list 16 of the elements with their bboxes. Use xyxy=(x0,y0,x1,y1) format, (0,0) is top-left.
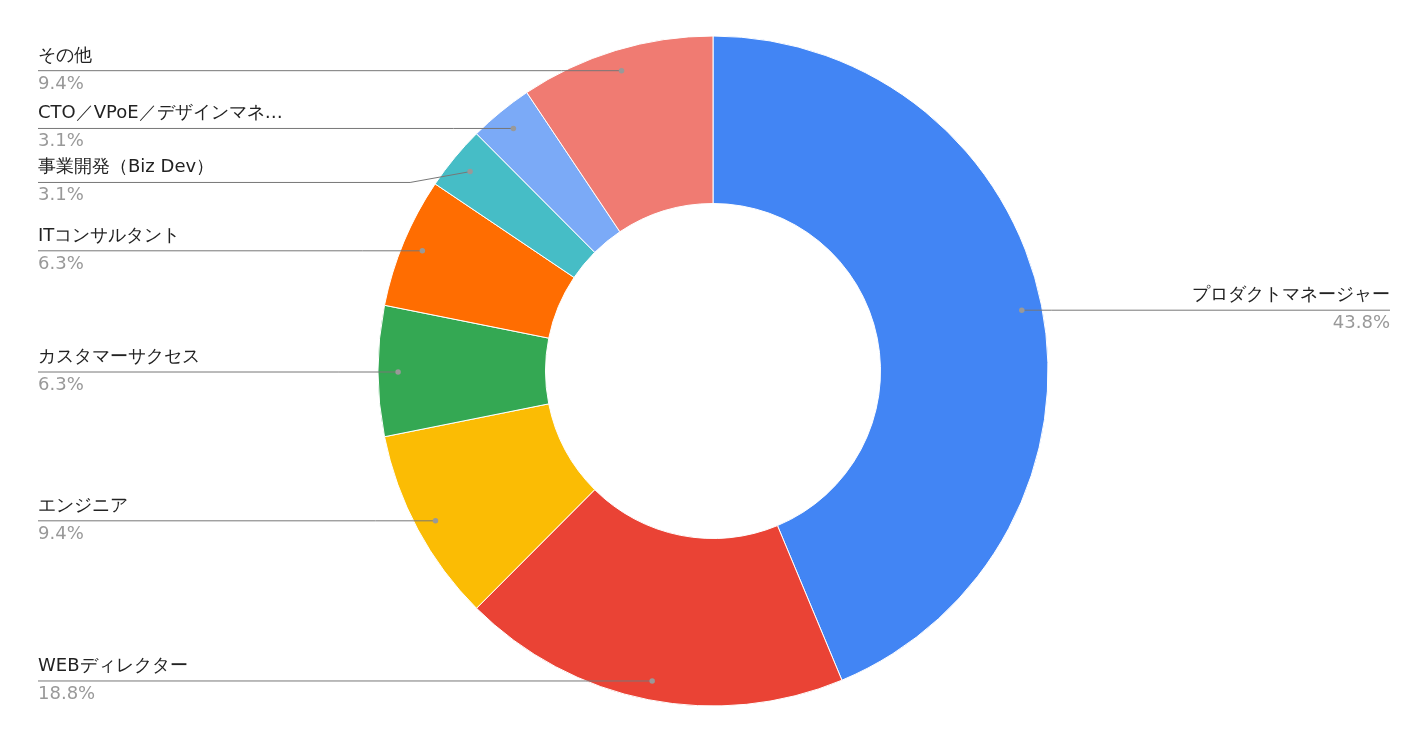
slice-label: 事業開発（Biz Dev） xyxy=(38,155,215,177)
slice-label: その他 xyxy=(38,43,92,65)
data-label: 18.8% xyxy=(38,681,96,703)
data-label: 3.1% xyxy=(38,183,84,205)
data-label: 9.4% xyxy=(38,521,84,543)
slice-label: カスタマーサクセス xyxy=(38,345,200,366)
data-label: 6.3% xyxy=(38,251,84,273)
slice-label: ITコンサルタント xyxy=(38,223,181,245)
data-label: 43.8% xyxy=(1332,311,1390,333)
data-label: 6.3% xyxy=(38,373,84,394)
data-label: 3.1% xyxy=(38,129,84,151)
data-label: 9.4% xyxy=(38,71,84,93)
slice-label: WEBディレクター xyxy=(38,653,188,675)
slice-label: エンジニア xyxy=(38,493,128,515)
slice-label: CTO／VPoE／デザインマネ… xyxy=(38,101,283,123)
slice-label: プロダクトマネージャー xyxy=(1192,283,1390,305)
